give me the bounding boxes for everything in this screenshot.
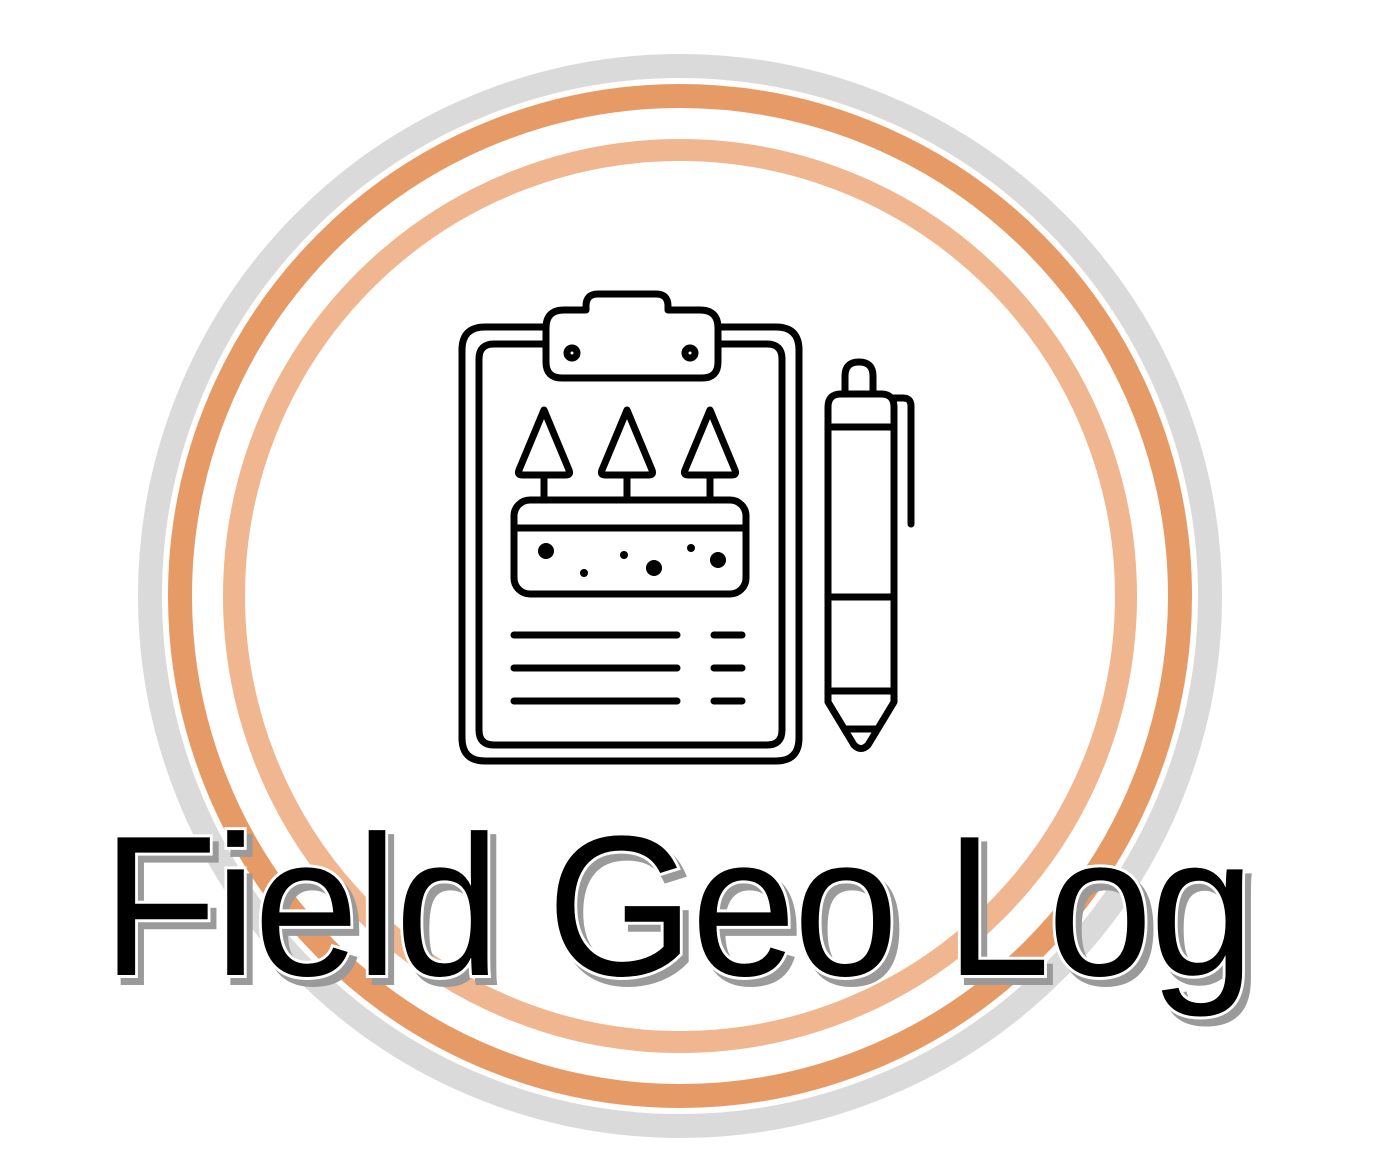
pen-icon — [824, 358, 915, 752]
clipboard-clip-icon — [542, 290, 722, 382]
soil-sample-icon — [510, 496, 750, 598]
inner-light-orange-ring — [223, 139, 1137, 1053]
logo-rings — [138, 54, 1222, 1138]
logo-title-shadow: Field Geo Log — [108, 802, 1258, 1025]
outer-gray-ring — [138, 54, 1222, 1138]
logo-title: Field Geo Log — [102, 795, 1252, 1018]
middle-orange-ring — [168, 84, 1192, 1108]
logo-title-group: Field Geo Log Field Geo Log — [99, 792, 1264, 1028]
tree-icon — [514, 406, 740, 502]
soil-pebbles — [538, 543, 726, 577]
text-lines-icon — [510, 631, 746, 705]
clipboard-icon — [458, 290, 803, 765]
